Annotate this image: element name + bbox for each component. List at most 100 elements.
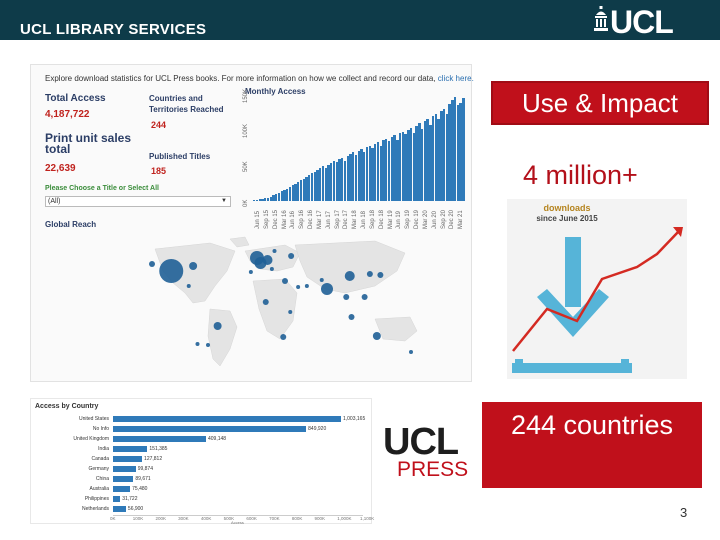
total-access-value: 4,187,722 — [45, 109, 90, 120]
monthly-xtick: Sep 16 — [299, 209, 306, 229]
monthly-bar — [332, 160, 336, 201]
country-label: United States — [78, 416, 109, 422]
monthly-bar — [360, 149, 363, 201]
access-axis-tick: 500K — [223, 516, 235, 521]
monthly-bar — [426, 119, 429, 201]
monthly-bar — [459, 102, 462, 201]
access-axis-label: Access — [231, 520, 244, 525]
monthly-bar — [310, 173, 314, 201]
monthly-access-title: Monthly Access — [245, 87, 306, 96]
country-label: United Kingdom — [73, 436, 109, 442]
map-bubble — [195, 342, 200, 346]
monthly-bar — [319, 168, 322, 201]
monthly-bar — [346, 155, 349, 201]
monthly-bar — [412, 133, 416, 201]
map-bubble — [366, 271, 373, 277]
monthly-bar — [324, 167, 327, 201]
map-bubble — [288, 253, 295, 259]
monthly-bar — [418, 123, 421, 201]
monthly-bar — [409, 128, 413, 201]
map-bubble — [213, 322, 222, 330]
monthly-xtick: Jun 16 — [290, 210, 297, 229]
countries-label: Countries and Territories Reached — [149, 94, 224, 114]
page-number: 3 — [680, 505, 688, 520]
access-axis-tick: 1,000K — [337, 516, 352, 521]
country-bar — [113, 436, 206, 442]
monthly-xtick: Dec 17 — [343, 209, 350, 229]
monthly-bar — [379, 145, 382, 201]
countries-value: 244 — [151, 120, 167, 130]
access-axis-tick: 100K — [132, 516, 144, 521]
access-axis-tick: 0K — [110, 516, 116, 521]
map-bubbles — [149, 249, 413, 354]
dashboard-screenshot: Explore download statistics for UCL Pres… — [30, 64, 474, 382]
monthly-xtick: Sep 15 — [263, 209, 270, 229]
monthly-bar — [264, 198, 267, 201]
monthly-bar — [368, 145, 371, 201]
monthly-bar — [255, 199, 259, 201]
monthly-bar — [393, 135, 396, 201]
access-axis-tick: 600K — [246, 516, 257, 521]
downloads-graphic: downloads since June 2015 — [507, 199, 687, 379]
monthly-bar — [374, 144, 377, 201]
country-bar — [113, 506, 126, 512]
country-row: Netherlands 56,900 — [31, 505, 371, 514]
map-bubble — [250, 251, 264, 265]
map-bubble — [361, 294, 368, 300]
monthly-xtick: Jun 20 — [431, 210, 438, 229]
country-row: Germany 99,874 — [31, 465, 371, 474]
map-bubble — [262, 255, 273, 265]
map-bubble — [269, 267, 274, 271]
country-row: United States 1,003,165 — [31, 415, 371, 424]
country-bar — [113, 426, 307, 432]
country-value: 75,480 — [132, 486, 148, 492]
monthly-bar — [398, 133, 402, 201]
country-row: China 89,671 — [31, 475, 371, 484]
map-bubble — [377, 272, 384, 278]
monthly-bar — [401, 131, 405, 201]
monthly-bar — [283, 189, 286, 201]
intro-text: Explore download statistics for UCL Pres… — [45, 74, 438, 83]
map-bubble — [348, 314, 355, 320]
monthly-bar — [308, 174, 311, 201]
monthly-bar — [299, 180, 303, 201]
monthly-bar — [288, 187, 292, 201]
access-axis-tick: 400K — [200, 516, 212, 521]
intro-link[interactable]: click here. — [437, 74, 474, 83]
monthly-bar — [343, 160, 347, 201]
monthly-bar — [415, 126, 418, 201]
monthly-bar — [407, 130, 410, 201]
monthly-bar — [302, 178, 305, 201]
monthly-bar — [277, 192, 281, 201]
country-value: 849,920 — [308, 426, 327, 432]
monthly-ytick: 50K — [243, 161, 249, 173]
monthly-bar — [338, 159, 341, 201]
monthly-bar — [261, 198, 264, 201]
title-select[interactable]: (All) ▼ — [45, 196, 231, 207]
country-row: Australia 75,480 — [31, 485, 371, 494]
ucl-logo-text: UCL — [610, 4, 674, 40]
monthly-bar — [431, 116, 435, 201]
country-bar — [113, 416, 341, 422]
monthly-bar — [445, 113, 449, 201]
country-label: Germany — [88, 466, 109, 472]
monthly-bar — [297, 181, 300, 201]
monthly-bar — [363, 152, 366, 201]
monthly-bar — [335, 162, 338, 201]
access-axis-tick: 700K — [269, 516, 280, 521]
ucl-press-logo: UCL PRESS — [383, 423, 468, 481]
global-reach-title: Global Reach — [45, 220, 97, 229]
monthly-bar — [423, 121, 427, 201]
monthly-bar — [429, 124, 432, 201]
monthly-xtick: Mar 21 — [458, 210, 465, 229]
access-axis-tick: 300K — [178, 516, 189, 521]
monthly-bar — [437, 119, 440, 201]
map-bubble — [288, 310, 293, 314]
monthly-bar — [327, 164, 330, 201]
country-bar — [113, 476, 134, 482]
monthly-ytick: 150K — [243, 88, 249, 103]
country-value: 409,148 — [207, 436, 227, 442]
country-row: No Info 849,920 — [31, 425, 371, 434]
map-bubble — [409, 350, 413, 354]
monthly-xtick: Jun 18 — [361, 210, 367, 229]
